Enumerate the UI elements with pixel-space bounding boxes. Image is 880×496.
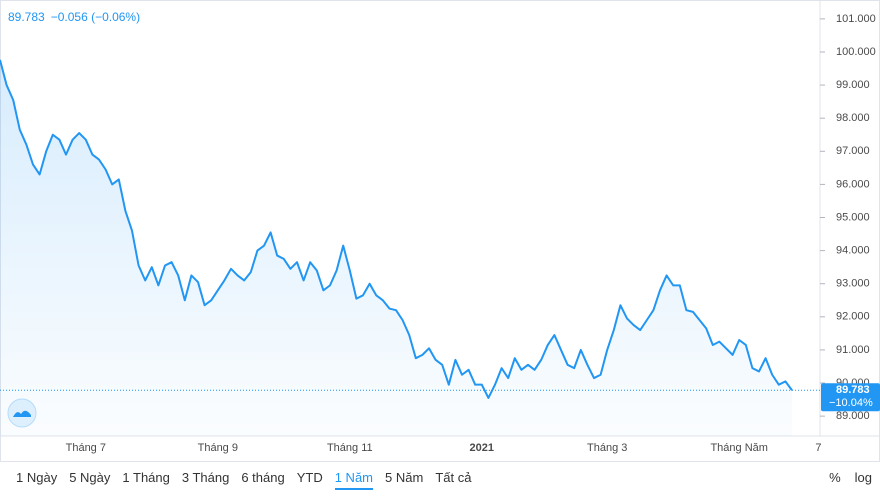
y-tick-label: 91.000: [836, 344, 870, 356]
range-button[interactable]: 6 tháng: [241, 470, 285, 485]
last-price: 89.783: [8, 10, 45, 24]
y-tick-label: 99.000: [836, 79, 870, 91]
option-button[interactable]: log: [854, 470, 872, 485]
option-button[interactable]: %: [829, 470, 841, 485]
range-button[interactable]: 1 Tháng: [122, 470, 170, 485]
x-tick-label: Tháng Năm: [710, 442, 767, 454]
range-button[interactable]: YTD: [296, 470, 323, 485]
price-tag: [821, 383, 880, 412]
option-buttons: % log: [829, 470, 872, 485]
range-button[interactable]: 5 Năm: [385, 470, 424, 485]
x-tick-label: 7: [815, 442, 821, 454]
range-button[interactable]: 3 Tháng: [181, 470, 230, 485]
x-tick-label: Tháng 9: [198, 442, 238, 454]
y-tick-label: 89.000: [836, 410, 870, 422]
x-tick-label: 2021: [470, 442, 494, 454]
y-tick-label: 92.000: [836, 311, 870, 323]
y-tick-label: 95.000: [836, 211, 870, 223]
y-tick-label: 98.000: [836, 112, 870, 124]
range-button[interactable]: Tất cả: [435, 470, 472, 485]
chart: 89.783 −0.056 (−0.06%) 89.00090.00091.00…: [0, 0, 880, 462]
y-tick-label: 101.000: [836, 13, 876, 25]
x-tick-label: Tháng 7: [66, 442, 106, 454]
y-tick-label: 100.000: [836, 46, 876, 58]
range-button[interactable]: 1 Năm: [334, 470, 374, 490]
price-change: −0.056 (−0.06%): [51, 10, 140, 24]
range-button[interactable]: 1 Ngày: [16, 470, 58, 485]
y-tick-label: 93.000: [836, 278, 870, 290]
y-tick-label: 97.000: [836, 145, 870, 157]
area: [0, 59, 792, 437]
y-tick-label: 94.000: [836, 245, 870, 257]
x-tick-label: Tháng 11: [327, 442, 373, 454]
line: [0, 59, 793, 399]
range-buttons: 1 Ngày 5 Ngày 1 Tháng 3 Tháng 6 tháng YTD 1 Nă…: [16, 470, 471, 490]
price-tag-value: 89.783: [836, 384, 870, 396]
x-tick-label: Tháng 3: [587, 442, 627, 454]
range-button[interactable]: 5 Ngày: [69, 470, 111, 485]
y-tick-label: 96.000: [836, 178, 870, 190]
price-tag-change: −10.04%: [829, 397, 873, 409]
toolbar: 1 Ngày 5 Ngày 1 Tháng 3 Tháng 6 tháng YTD 1 Nă…: [0, 464, 880, 494]
